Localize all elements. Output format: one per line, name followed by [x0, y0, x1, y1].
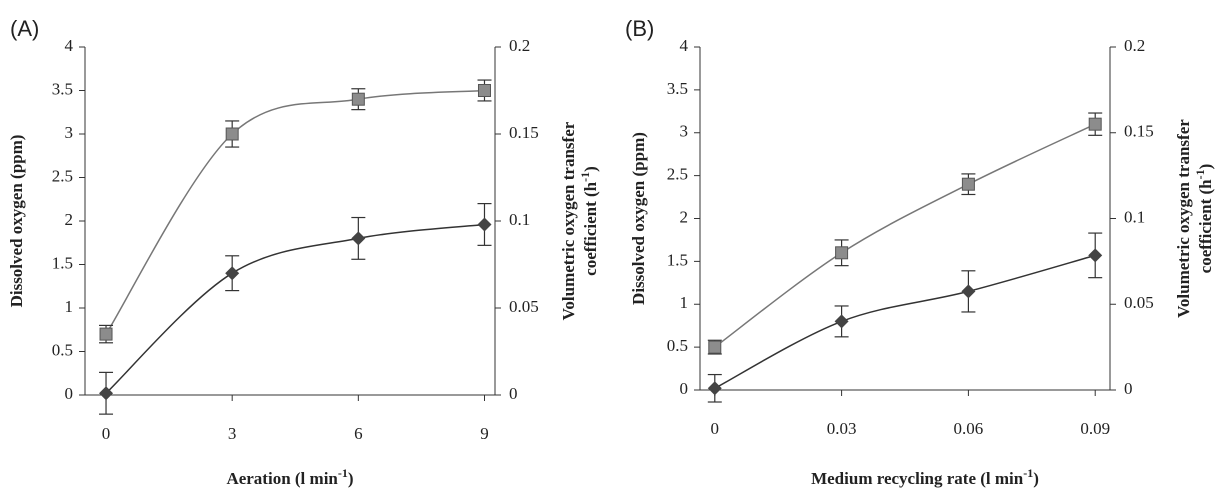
y2-axis-title: coefficient (h-1) — [578, 166, 600, 276]
x-axis-title-part: Medium recycling rate (l min — [811, 469, 1024, 488]
y2-axis-title-part: coefficient (h — [1196, 179, 1215, 273]
y2-axis-title: Volumetric oxygen transfer — [559, 121, 578, 320]
y-axis-title: Dissolved oxygen (ppm) — [629, 132, 648, 305]
series-line — [106, 91, 484, 335]
x-axis-title-part: ) — [1033, 469, 1039, 488]
y-tick-label: 3.5 — [52, 79, 73, 98]
marker — [477, 217, 491, 231]
marker — [961, 284, 975, 298]
y-tick-label: 0.5 — [667, 336, 688, 355]
y-tick-label: 3.5 — [667, 79, 688, 98]
x-tick-label: 3 — [228, 424, 237, 443]
series-line — [715, 124, 1095, 347]
x-tick-label: 0.09 — [1080, 419, 1110, 438]
y2-axis-title-part: -1 — [578, 172, 592, 182]
marker — [1089, 118, 1101, 130]
y2-tick-label: 0.15 — [1124, 122, 1154, 141]
x-axis-title-part: -1 — [338, 466, 348, 480]
x-axis-title: Aeration (l min-1) — [226, 466, 353, 488]
x-tick-label: 0.06 — [954, 419, 984, 438]
y-tick-label: 3 — [65, 123, 74, 142]
marker — [708, 381, 722, 395]
y2-tick-label: 0 — [1124, 379, 1133, 398]
y-tick-label: 1 — [65, 297, 74, 316]
y2-axis-title: Volumetric oxygen transfer — [1174, 119, 1193, 318]
marker — [352, 93, 364, 105]
y2-axis-title-part: ) — [581, 166, 600, 172]
x-axis-title-part: -1 — [1023, 466, 1033, 480]
y-tick-label: 2.5 — [52, 166, 73, 185]
marker — [1088, 248, 1102, 262]
x-tick-label: 0 — [711, 419, 720, 438]
y-tick-label: 2 — [680, 207, 689, 226]
y2-axis-title-part: -1 — [1193, 169, 1207, 179]
y2-axis-title-part: coefficient (h — [581, 181, 600, 275]
y2-tick-label: 0 — [509, 384, 518, 403]
y2-tick-label: 0.2 — [509, 36, 530, 55]
series-line — [715, 255, 1095, 388]
y-tick-label: 4 — [65, 36, 74, 55]
x-axis-title: Medium recycling rate (l min-1) — [811, 466, 1039, 488]
chart: (A) 0 0.5 1 1.5 2 2.5 3 3.5 4 0 0.05 0.1 0.15 0.2 0 3 6 9 A… — [0, 0, 1223, 496]
marker — [962, 178, 974, 190]
y-tick-label: 1 — [680, 293, 689, 312]
x-tick-label: 0 — [102, 424, 111, 443]
y-axis-title: Dissolved oxygen (ppm) — [7, 135, 26, 308]
y-tick-label: 0 — [680, 379, 689, 398]
y2-tick-label: 0.05 — [509, 297, 539, 316]
y2-axis-title: coefficient (h-1) — [1193, 164, 1215, 274]
y-tick-label: 1.5 — [667, 250, 688, 269]
marker — [351, 231, 365, 245]
marker — [709, 341, 721, 353]
marker — [835, 314, 849, 328]
y-tick-label: 2.5 — [667, 165, 688, 184]
y-tick-label: 2 — [65, 210, 74, 229]
marker — [836, 247, 848, 259]
y2-tick-label: 0.2 — [1124, 36, 1145, 55]
y2-tick-label: 0.1 — [509, 210, 530, 229]
x-tick-label: 9 — [480, 424, 489, 443]
y-tick-label: 0 — [65, 384, 74, 403]
y2-tick-label: 0.05 — [1124, 293, 1154, 312]
panel-label: (B) — [625, 16, 654, 41]
panel-label: (A) — [10, 16, 39, 41]
y2-tick-label: 0.15 — [509, 123, 539, 142]
x-axis-title-part: ) — [348, 469, 354, 488]
marker — [478, 85, 490, 97]
page: (A) 0 0.5 1 1.5 2 2.5 3 3.5 4 0 0.05 0.1 0.15 0.2 0 3 6 9 A… — [0, 0, 1223, 496]
x-tick-label: 0.03 — [827, 419, 857, 438]
y2-axis-title-part: ) — [1196, 164, 1215, 170]
y-tick-label: 4 — [680, 36, 689, 55]
y-tick-label: 3 — [680, 122, 689, 141]
x-tick-label: 6 — [354, 424, 363, 443]
marker — [100, 328, 112, 340]
marker — [226, 128, 238, 140]
x-axis-title-part: Aeration (l min — [226, 469, 338, 488]
y-tick-label: 1.5 — [52, 253, 73, 272]
series-line — [106, 224, 484, 393]
y-tick-label: 0.5 — [52, 340, 73, 359]
marker — [225, 266, 239, 280]
y2-tick-label: 0.1 — [1124, 207, 1145, 226]
